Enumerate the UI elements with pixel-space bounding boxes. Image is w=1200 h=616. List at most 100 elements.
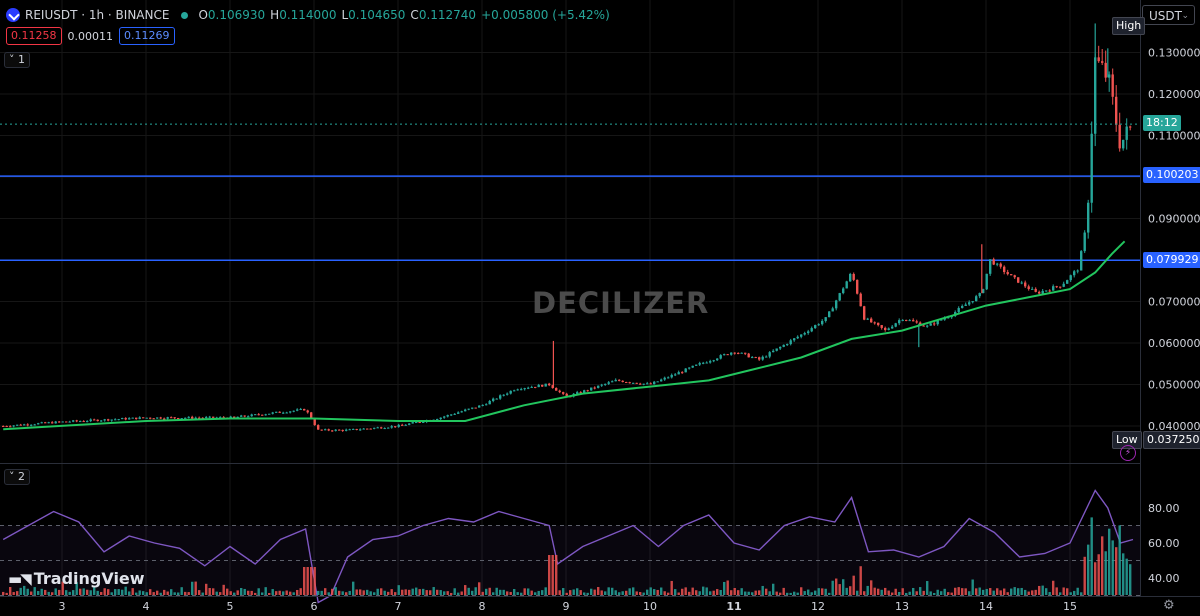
candle-body xyxy=(1010,274,1013,276)
volume-bar xyxy=(884,587,887,595)
volume-bar xyxy=(19,587,22,595)
volume-bar xyxy=(285,590,288,595)
rsi-bands xyxy=(0,525,1140,596)
candle-body xyxy=(282,412,285,414)
candle-body xyxy=(460,411,463,413)
candle-body xyxy=(89,419,92,422)
volume-bar xyxy=(856,590,859,595)
low-tag: Low xyxy=(1112,431,1142,449)
time-axis[interactable]: 3 4 5 6 7 8 9 10 11 12 13 14 15 xyxy=(59,600,1078,613)
time-tick-label: 5 xyxy=(227,600,234,613)
volume-bar xyxy=(1111,540,1114,595)
candle-body xyxy=(737,352,740,354)
candle-body xyxy=(978,293,981,297)
volume-bar xyxy=(404,589,407,595)
volume-bar xyxy=(233,592,236,595)
candle-body xyxy=(880,325,883,328)
volume-bar xyxy=(152,592,155,595)
price-axis[interactable]: 0.0400000.0500000.0600000.0700000.080000… xyxy=(1148,47,1200,434)
candle-body xyxy=(9,426,12,428)
candle-body xyxy=(709,361,712,363)
volume-bar xyxy=(1083,556,1086,595)
volume-bar xyxy=(33,587,36,595)
volume-bar xyxy=(1115,547,1118,595)
volume-bar xyxy=(373,592,376,595)
high-tag: High xyxy=(1112,17,1146,35)
volume-bar xyxy=(436,589,439,595)
volume-bar xyxy=(523,588,526,595)
volume-bar xyxy=(1055,587,1058,595)
volume-bar xyxy=(702,586,705,595)
time-tick-label: 9 xyxy=(563,600,570,613)
candle-body xyxy=(79,421,82,423)
candle-body xyxy=(1059,286,1062,288)
candle-body xyxy=(985,273,988,290)
candle-series xyxy=(1,23,1132,432)
time-tick-label: 15 xyxy=(1063,600,1077,613)
volume-bar xyxy=(208,587,211,595)
candle-body xyxy=(870,318,873,323)
candle-body xyxy=(450,414,453,416)
volume-bar xyxy=(922,590,925,595)
candle-body xyxy=(376,427,379,429)
volume-bar xyxy=(593,589,596,595)
volume-bar xyxy=(303,567,306,595)
volume-bar xyxy=(257,588,260,595)
time-tick-label: 4 xyxy=(143,600,150,613)
candle-body xyxy=(639,383,642,385)
candle-body xyxy=(1087,202,1090,233)
volume-bar xyxy=(698,591,701,595)
volume-bar xyxy=(1101,536,1104,595)
candle-body xyxy=(499,395,502,399)
volume-bar xyxy=(772,583,775,595)
volume-bar xyxy=(429,590,432,595)
candle-body xyxy=(614,379,617,382)
candle-body xyxy=(786,344,789,346)
volume-bar xyxy=(786,592,789,595)
candle-body xyxy=(404,424,407,426)
candle-body xyxy=(590,387,593,391)
volume-bar xyxy=(810,592,813,595)
candle-body xyxy=(1017,277,1020,283)
sell-price-button[interactable]: 0.11258 xyxy=(6,27,62,45)
volume-bar xyxy=(831,580,834,595)
candle-body xyxy=(1111,74,1114,97)
settings-gear-icon[interactable]: ⚙ xyxy=(1163,598,1175,613)
pane-2-toggle[interactable]: ˅ 2 xyxy=(4,469,30,485)
symbol-title[interactable]: REIUSDT · 1h · BINANCE xyxy=(25,8,170,22)
volume-bar xyxy=(971,579,974,595)
level-2-tag[interactable]: 0.079929 xyxy=(1143,252,1200,268)
volume-bar xyxy=(131,588,134,595)
volume-bar xyxy=(352,581,355,595)
volume-bar xyxy=(1024,589,1027,595)
candle-body xyxy=(65,421,68,423)
volume-bar xyxy=(1087,544,1090,595)
candle-body xyxy=(471,407,474,409)
level-1-tag[interactable]: 0.100203 xyxy=(1143,167,1200,183)
volume-bar xyxy=(891,592,894,595)
alert-flash-icon[interactable]: ⚡ xyxy=(1120,445,1136,461)
candle-body xyxy=(352,428,355,430)
candle-body xyxy=(817,324,820,326)
currency-select[interactable]: USDT ⌄ xyxy=(1142,5,1195,25)
volume-bar xyxy=(800,587,803,595)
volume-bar xyxy=(359,589,362,595)
volume-bar xyxy=(117,589,120,595)
candle-body xyxy=(999,263,1002,267)
pane-1-toggle[interactable]: ˅ 1 xyxy=(4,52,30,68)
volume-bar xyxy=(184,591,187,595)
candle-body xyxy=(782,344,785,347)
price-tick-label: 0.060000 xyxy=(1148,337,1200,350)
volume-bar xyxy=(481,591,484,595)
volume-bar xyxy=(1010,588,1013,595)
volume-bar xyxy=(247,590,250,595)
price-tick-label: 0.110000 xyxy=(1148,130,1200,143)
candle-body xyxy=(740,352,743,354)
volume-bar xyxy=(282,591,285,595)
candle-body xyxy=(338,429,341,431)
buy-price-button[interactable]: 0.11269 xyxy=(119,27,175,45)
volume-bar xyxy=(355,589,358,595)
volume-bar xyxy=(618,592,621,595)
volume-bar xyxy=(579,590,582,595)
